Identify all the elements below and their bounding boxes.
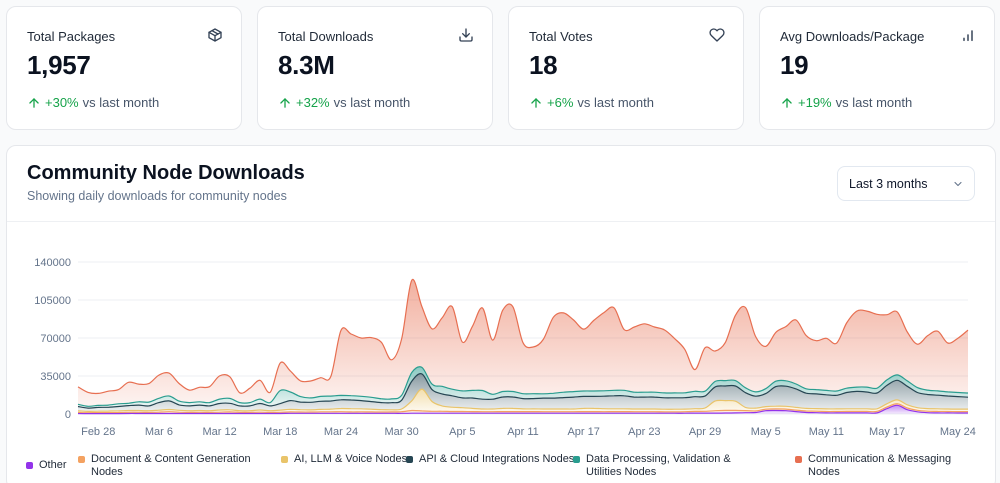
stat-value: 18: [529, 50, 558, 80]
line-document-content-generation-nodes: [77, 403, 968, 414]
legend-swatch: [26, 462, 33, 469]
x-tick-label: Apr 17: [567, 426, 599, 438]
legend-label: API & Cloud Integrations Nodes: [419, 453, 575, 465]
download-icon: [459, 28, 473, 42]
stat-card-downloads: Total Downloads 8.3M +32% vs last month: [257, 6, 493, 130]
stat-card-packages: Total Packages 1,957 +30% vs last month: [6, 6, 242, 130]
line-other: [77, 404, 968, 415]
legend-label: Communication & Messaging Nodes: [808, 453, 952, 478]
x-tick-label: May 24: [940, 426, 976, 438]
chevron-down-icon: [954, 181, 962, 187]
stat-trend: +32% vs last month: [278, 95, 410, 110]
y-tick-label: 0: [65, 409, 71, 421]
legend-item[interactable]: API & Cloud Integrations Nodes: [406, 453, 574, 466]
downloads-area-chart: 0 35000 70000 105000 140000 Feb 28 Mar 6 Mar 12…: [34, 257, 976, 438]
legend-swatch: [281, 456, 288, 463]
legend-item[interactable]: Other: [26, 459, 67, 472]
x-tick-label: May 5: [751, 426, 781, 438]
y-tick-label: 35000: [40, 371, 71, 383]
package-icon: [208, 28, 222, 42]
stat-label: Total Downloads: [278, 29, 374, 44]
legend-item[interactable]: AI, LLM & Voice Nodes: [281, 453, 407, 466]
area-other: [78, 405, 968, 414]
x-tick-label: Apr 23: [628, 426, 660, 438]
stat-trend: +6% vs last month: [529, 95, 654, 110]
legend-item[interactable]: Communication & Messaging Nodes: [795, 453, 978, 479]
chart-title: Community Node Downloads: [27, 162, 305, 184]
stat-value: 1,957: [27, 50, 91, 80]
y-tick-label: 70000: [40, 333, 71, 345]
arrow-up-icon: [782, 97, 792, 108]
stat-trend: +30% vs last month: [27, 95, 159, 110]
legend-swatch: [795, 456, 802, 463]
x-tick-label: Apr 29: [689, 426, 721, 438]
x-tick-label: Apr 5: [449, 426, 475, 438]
stat-card-votes: Total Votes 18 +6% vs last month: [508, 6, 744, 130]
stat-card-avg-downloads: Avg Downloads/Package 19 +19% vs last mo…: [759, 6, 995, 130]
line-data-processing-validation-utilities-nodes: [77, 366, 969, 407]
stat-trend: +19% vs last month: [780, 95, 912, 110]
legend-label: Other: [39, 459, 67, 471]
line-ai-llm-voice-nodes: [77, 388, 968, 413]
time-range-value: Last 3 months: [849, 176, 928, 191]
chart-header: Community Node Downloads Showing daily d…: [7, 146, 995, 222]
x-tick-label: May 11: [809, 426, 844, 438]
stat-label: Total Votes: [529, 29, 593, 44]
chart-areas: [77, 278, 969, 415]
time-range-select[interactable]: Last 3 months: [837, 166, 975, 201]
x-tick-label: Mar 30: [385, 426, 419, 438]
y-tick-label: 105000: [34, 295, 71, 307]
trend-percent: +6%: [547, 95, 574, 110]
trend-suffix: vs last month: [82, 95, 160, 110]
trend-percent: +19%: [798, 95, 832, 110]
legend-label: AI, LLM & Voice Nodes: [294, 453, 408, 465]
stat-label: Total Packages: [27, 29, 116, 44]
x-tick-label: Mar 12: [202, 426, 236, 438]
x-tick-label: May 17: [869, 426, 905, 438]
area-data-processing-validation-utilities-nodes: [78, 366, 968, 409]
x-tick-label: Mar 6: [145, 426, 173, 438]
line-communication-messaging-nodes: [77, 278, 969, 395]
arrow-up-icon: [280, 97, 290, 108]
trend-percent: +32%: [296, 95, 330, 110]
x-tick-label: Mar 24: [324, 426, 358, 438]
legend-label: Document & Content Generation Nodes: [91, 453, 251, 478]
x-tick-label: Apr 11: [507, 426, 539, 438]
trend-suffix: vs last month: [577, 95, 654, 110]
legend-swatch: [573, 456, 580, 463]
area-api-cloud-integrations-nodes: [78, 373, 968, 412]
legend-label: Data Processing, Validation & Utilities …: [586, 453, 731, 478]
legend-swatch: [78, 456, 85, 463]
trend-suffix: vs last month: [835, 95, 913, 110]
x-tick-label: Feb 28: [81, 426, 115, 438]
legend-item[interactable]: Data Processing, Validation & Utilities …: [573, 453, 756, 479]
trend-percent: +30%: [45, 95, 79, 110]
bar-chart-icon: [963, 30, 973, 42]
chart-subtitle: Showing daily downloads for community no…: [27, 189, 287, 203]
arrow-up-icon: [531, 97, 541, 108]
heart-icon: [709, 28, 725, 42]
legend-swatch: [406, 456, 413, 463]
legend-item[interactable]: Document & Content Generation Nodes: [78, 453, 261, 479]
chart-axes: 0 35000 70000 105000 140000 Feb 28 Mar 6 Mar 12…: [34, 257, 976, 438]
stat-value: 8.3M: [278, 50, 335, 80]
chart-legend: Other Document & Content Generation Nodes…: [0, 453, 1000, 483]
x-tick-label: Mar 18: [263, 426, 297, 438]
trend-suffix: vs last month: [333, 95, 411, 110]
y-tick-label: 140000: [34, 257, 71, 269]
stat-label: Avg Downloads/Package: [780, 29, 925, 44]
line-api-cloud-integrations-nodes: [77, 373, 969, 409]
arrow-up-icon: [29, 97, 39, 108]
stat-value: 19: [780, 50, 809, 80]
